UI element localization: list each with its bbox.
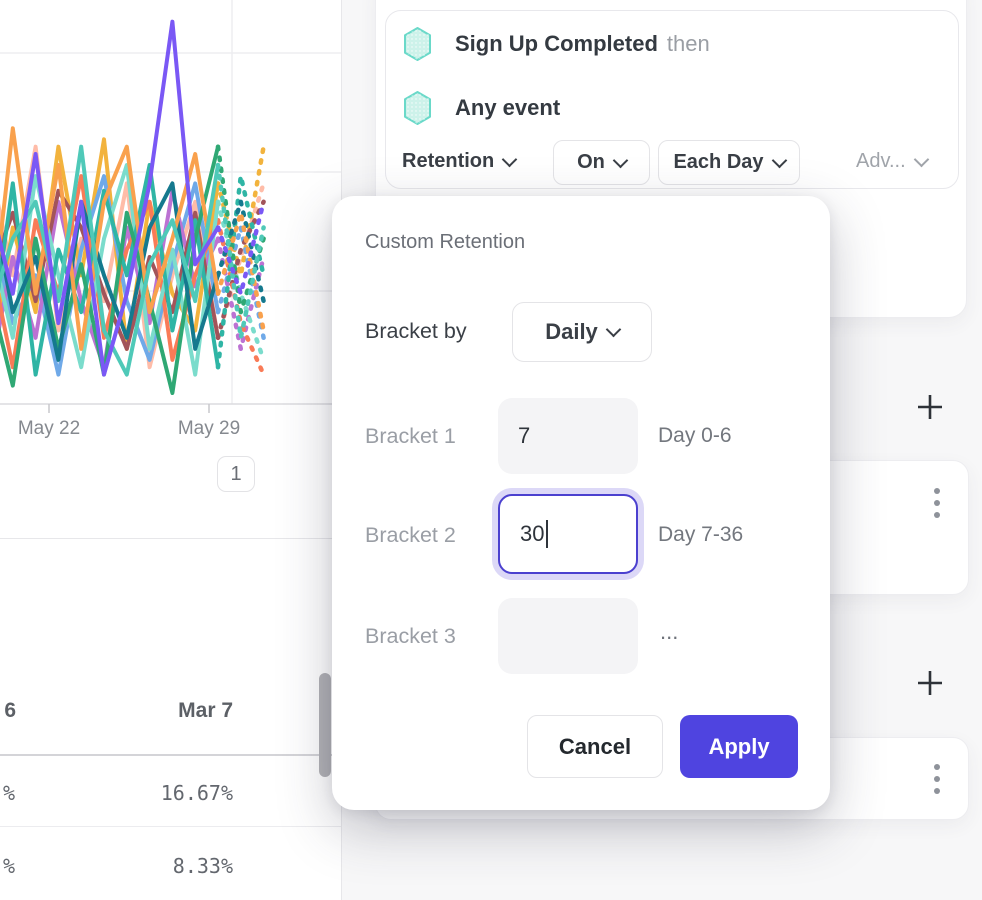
plus-icon <box>918 395 942 419</box>
add-step-button[interactable] <box>915 668 945 698</box>
bracket-1-input[interactable]: 7 <box>498 398 638 474</box>
table-cell-partial: % <box>2 854 15 878</box>
bracket-3-label: Bracket 3 <box>365 624 456 648</box>
table-header-divider <box>0 754 341 756</box>
chevron-down-icon <box>913 151 929 167</box>
dot-icon <box>934 776 940 782</box>
cancel-button[interactable]: Cancel <box>527 715 663 778</box>
bracket-2-label: Bracket 2 <box>365 523 456 547</box>
chevron-down-icon <box>771 152 787 168</box>
table-column-header: Mar 7 <box>178 699 233 722</box>
card-menu-button[interactable] <box>934 488 940 518</box>
apply-button-label: Apply <box>708 733 770 759</box>
pagination-page-number: 1 <box>230 462 242 485</box>
text-cursor <box>546 520 549 548</box>
add-step-button[interactable] <box>915 392 945 422</box>
event-hexagon-icon <box>404 91 431 125</box>
chevron-down-icon <box>612 152 629 168</box>
cancel-button-label: Cancel <box>558 733 632 759</box>
bracket-3-input[interactable] <box>498 598 638 674</box>
advanced-dropdown[interactable]: Adv... <box>856 140 929 183</box>
advanced-dropdown-label: Adv... <box>856 150 906 172</box>
bracket-by-label: Bracket by <box>365 319 467 343</box>
dot-icon <box>934 512 940 518</box>
section-divider <box>0 538 341 539</box>
interval-dropdown-label: Each Day <box>673 151 764 173</box>
chevron-down-icon <box>605 321 622 338</box>
table-scrollbar-thumb[interactable] <box>319 673 331 777</box>
bracket-by-dropdown[interactable]: Daily <box>512 302 652 362</box>
then-connector-label: then <box>666 31 710 56</box>
card-menu-button[interactable] <box>934 764 940 794</box>
custom-retention-modal: Custom Retention Bracket by Daily Bracke… <box>332 196 830 810</box>
x-axis-tick-label: May 22 <box>17 418 81 439</box>
event-row-2[interactable]: Any event <box>403 90 943 126</box>
event-name: Any event <box>455 95 561 120</box>
measurement-dropdown[interactable]: Retention <box>402 140 518 183</box>
bracket-2-input[interactable]: 30 <box>498 494 638 574</box>
interval-dropdown[interactable]: Each Day <box>658 140 800 185</box>
table-cell: 8.33% <box>172 854 233 878</box>
bracket-1-value: 7 <box>518 423 531 448</box>
bracket-2-value: 30 <box>520 521 545 546</box>
bracket-1-range-hint: Day 0-6 <box>658 424 732 447</box>
table-column-header-partial: 6 <box>4 699 16 722</box>
measurement-dropdown-label: Retention <box>402 150 495 172</box>
retention-line-chart[interactable] <box>0 0 341 414</box>
dot-icon <box>934 764 940 770</box>
on-dropdown-label: On <box>577 151 605 173</box>
chart-canvas <box>0 0 341 413</box>
bracket-by-value: Daily <box>545 319 598 344</box>
table-row-divider <box>0 826 341 827</box>
table-cell: 16.67% <box>160 781 233 805</box>
pagination-page-button[interactable]: 1 <box>217 456 255 492</box>
x-axis-tick-label: May 29 <box>177 418 241 439</box>
modal-title: Custom Retention <box>365 231 526 253</box>
dot-icon <box>934 500 940 506</box>
dot-icon <box>934 788 940 794</box>
chevron-down-icon <box>501 151 518 167</box>
event-hexagon-icon <box>404 27 431 61</box>
bracket-2-range-hint: Day 7-36 <box>658 523 744 546</box>
on-dropdown[interactable]: On <box>553 140 650 185</box>
event-row-1[interactable]: Sign Up Completed then <box>403 26 943 62</box>
event-name: Sign Up Completed <box>455 31 658 56</box>
bracket-3-range-hint: ... <box>660 619 679 644</box>
bracket-1-label: Bracket 1 <box>365 424 456 448</box>
plus-icon <box>918 671 942 695</box>
table-cell-partial: % <box>2 781 15 805</box>
dot-icon <box>934 488 940 494</box>
apply-button[interactable]: Apply <box>680 715 798 778</box>
